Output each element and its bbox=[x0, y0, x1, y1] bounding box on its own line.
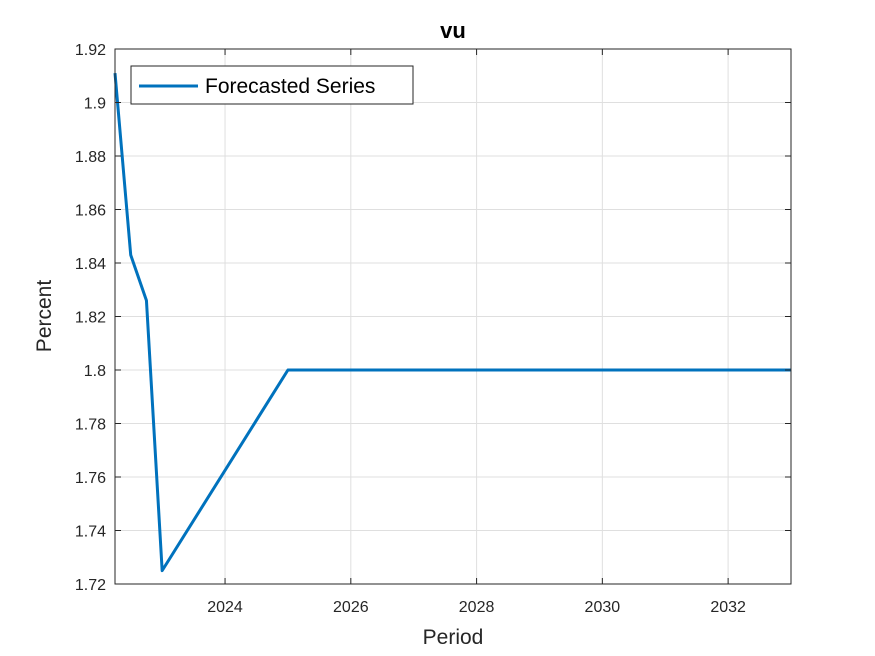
x-tick-label: 2032 bbox=[710, 599, 746, 616]
y-tick-label: 1.74 bbox=[75, 524, 106, 541]
legend: Forecasted Series bbox=[130, 65, 414, 105]
y-tick-label: 1.78 bbox=[75, 417, 106, 434]
y-tick-label: 1.92 bbox=[75, 42, 106, 59]
x-tick-labels: 2024 2026 2028 2030 2032 bbox=[207, 599, 746, 616]
y-tick-label: 1.8 bbox=[84, 363, 106, 380]
chart-title: vu bbox=[440, 18, 466, 43]
legend-label: Forecasted Series bbox=[205, 75, 375, 98]
y-axis-title: Percent bbox=[33, 280, 56, 353]
y-tick-label: 1.84 bbox=[75, 256, 106, 273]
y-tick-label: 1.72 bbox=[75, 577, 106, 594]
y-tick-label: 1.86 bbox=[75, 203, 106, 220]
series-layer bbox=[113, 72, 791, 573]
series-line bbox=[113, 72, 791, 573]
y-tick-label: 1.76 bbox=[75, 470, 106, 487]
x-axis-title: Period bbox=[423, 626, 484, 649]
y-tick-labels: 1.72 1.74 1.76 1.78 1.8 1.82 1.84 1.86 1.88 1.9 1.… bbox=[75, 42, 106, 594]
x-tick-label: 2024 bbox=[207, 599, 243, 616]
x-tick-label: 2028 bbox=[459, 599, 495, 616]
tick-marks bbox=[115, 48, 791, 585]
y-tick-label: 1.82 bbox=[75, 310, 106, 327]
y-tick-label: 1.9 bbox=[84, 96, 106, 113]
x-tick-label: 2030 bbox=[585, 599, 621, 616]
x-tick-label: 2026 bbox=[333, 599, 369, 616]
y-tick-label: 1.88 bbox=[75, 149, 106, 166]
